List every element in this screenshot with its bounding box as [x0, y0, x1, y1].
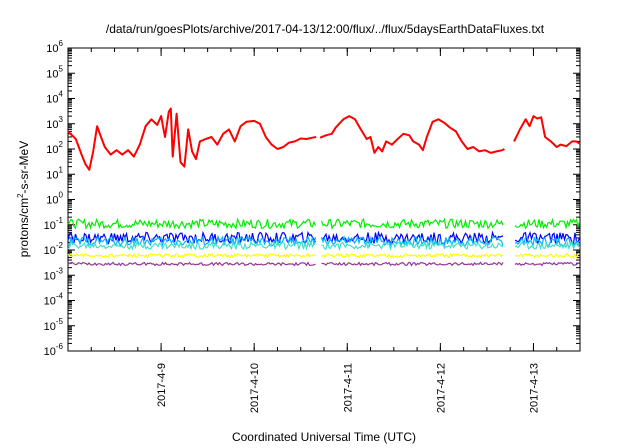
y-tick-label: 105: [46, 64, 63, 80]
y-tick-label: 103: [46, 115, 63, 131]
series-line: [513, 115, 581, 148]
series-line: [514, 253, 580, 259]
y-tick-label: 10-2: [44, 241, 64, 257]
y-tick-label: 10-4: [44, 292, 64, 308]
y-axis-label-sup: 2: [16, 193, 25, 198]
y-axis-label-base: protons/cm: [17, 198, 31, 257]
x-tick-label: 2017-4-9: [156, 363, 168, 407]
series-line: [67, 239, 316, 252]
y-axis-label: protons/cm2-s-sr-MeV: [16, 141, 31, 257]
y-tick-label: 102: [46, 140, 63, 156]
series-line: [321, 252, 504, 259]
y-axis: 10-6 10-5 10-4 10-3 10-2 10-1 100 101 102 103 104 1…: [44, 39, 580, 358]
y-tick-label: 106: [46, 39, 63, 55]
series-line: [514, 217, 581, 230]
x-tick-label: 2017-4-13: [528, 363, 540, 413]
x-axis-label: Coordinated Universal Time (UTC): [232, 430, 416, 444]
series-line: [67, 217, 317, 231]
x-tick-label: 2017-4-11: [342, 363, 354, 412]
data-series: [67, 107, 581, 267]
y-tick-label: 104: [46, 90, 63, 106]
series-line: [67, 107, 317, 171]
y-tick-label: 100: [46, 191, 63, 207]
chart-title: /data/run/goesPlots/archive/2017-04-13/1…: [106, 22, 545, 36]
x-axis: 2017-4-9 2017-4-10 2017-4-11 2017-4-12 2017-…: [67, 48, 581, 413]
x-tick-label: 2017-4-12: [435, 363, 447, 413]
y-tick-label: 10-3: [44, 266, 64, 282]
y-tick-label: 10-5: [44, 317, 64, 333]
series-line: [319, 115, 505, 154]
x-tick-label: 2017-4-10: [249, 363, 261, 413]
y-axis-label-rest: -s-sr-MeV: [17, 141, 31, 194]
y-tick-label: 101: [46, 165, 63, 181]
y-tick-label: 10-1: [44, 216, 64, 232]
series-line: [67, 252, 316, 259]
y-tick-label: 10-6: [44, 342, 64, 358]
plot-frame: [67, 47, 581, 352]
series-line: [514, 261, 580, 267]
series-line: [67, 261, 316, 267]
series-line: [514, 230, 581, 246]
series-line: [321, 261, 504, 267]
series-line: [320, 217, 504, 231]
series-line: [514, 240, 581, 251]
series-line: [321, 240, 504, 252]
